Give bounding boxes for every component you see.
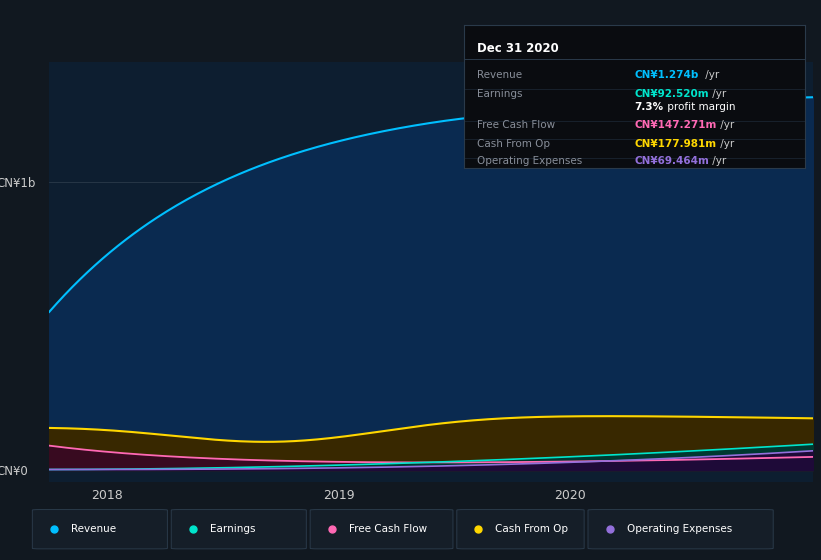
Text: profit margin: profit margin: [664, 101, 736, 111]
Text: /yr: /yr: [702, 70, 719, 80]
Text: Revenue: Revenue: [71, 524, 116, 534]
Text: Earnings: Earnings: [210, 524, 255, 534]
Text: 7.3%: 7.3%: [635, 101, 663, 111]
Text: Cash From Op: Cash From Op: [478, 139, 551, 149]
FancyBboxPatch shape: [172, 510, 306, 549]
FancyBboxPatch shape: [588, 510, 773, 549]
Text: Operating Expenses: Operating Expenses: [626, 524, 732, 534]
Text: Revenue: Revenue: [478, 70, 523, 80]
Text: CN¥177.981m: CN¥177.981m: [635, 139, 717, 149]
Text: /yr: /yr: [717, 120, 734, 130]
Text: CN¥69.464m: CN¥69.464m: [635, 156, 709, 166]
Text: /yr: /yr: [709, 156, 727, 166]
Text: CN¥1.274b: CN¥1.274b: [635, 70, 699, 80]
Text: /yr: /yr: [717, 139, 734, 149]
Text: Dec 31 2020: Dec 31 2020: [478, 43, 559, 55]
FancyBboxPatch shape: [456, 510, 584, 549]
Text: Free Cash Flow: Free Cash Flow: [349, 524, 427, 534]
Text: /yr: /yr: [709, 88, 727, 99]
Text: Free Cash Flow: Free Cash Flow: [478, 120, 556, 130]
FancyBboxPatch shape: [32, 510, 167, 549]
Text: CN¥147.271m: CN¥147.271m: [635, 120, 717, 130]
Text: CN¥92.520m: CN¥92.520m: [635, 88, 709, 99]
Text: Cash From Op: Cash From Op: [495, 524, 568, 534]
FancyBboxPatch shape: [310, 510, 453, 549]
Text: Operating Expenses: Operating Expenses: [478, 156, 583, 166]
Text: Earnings: Earnings: [478, 88, 523, 99]
